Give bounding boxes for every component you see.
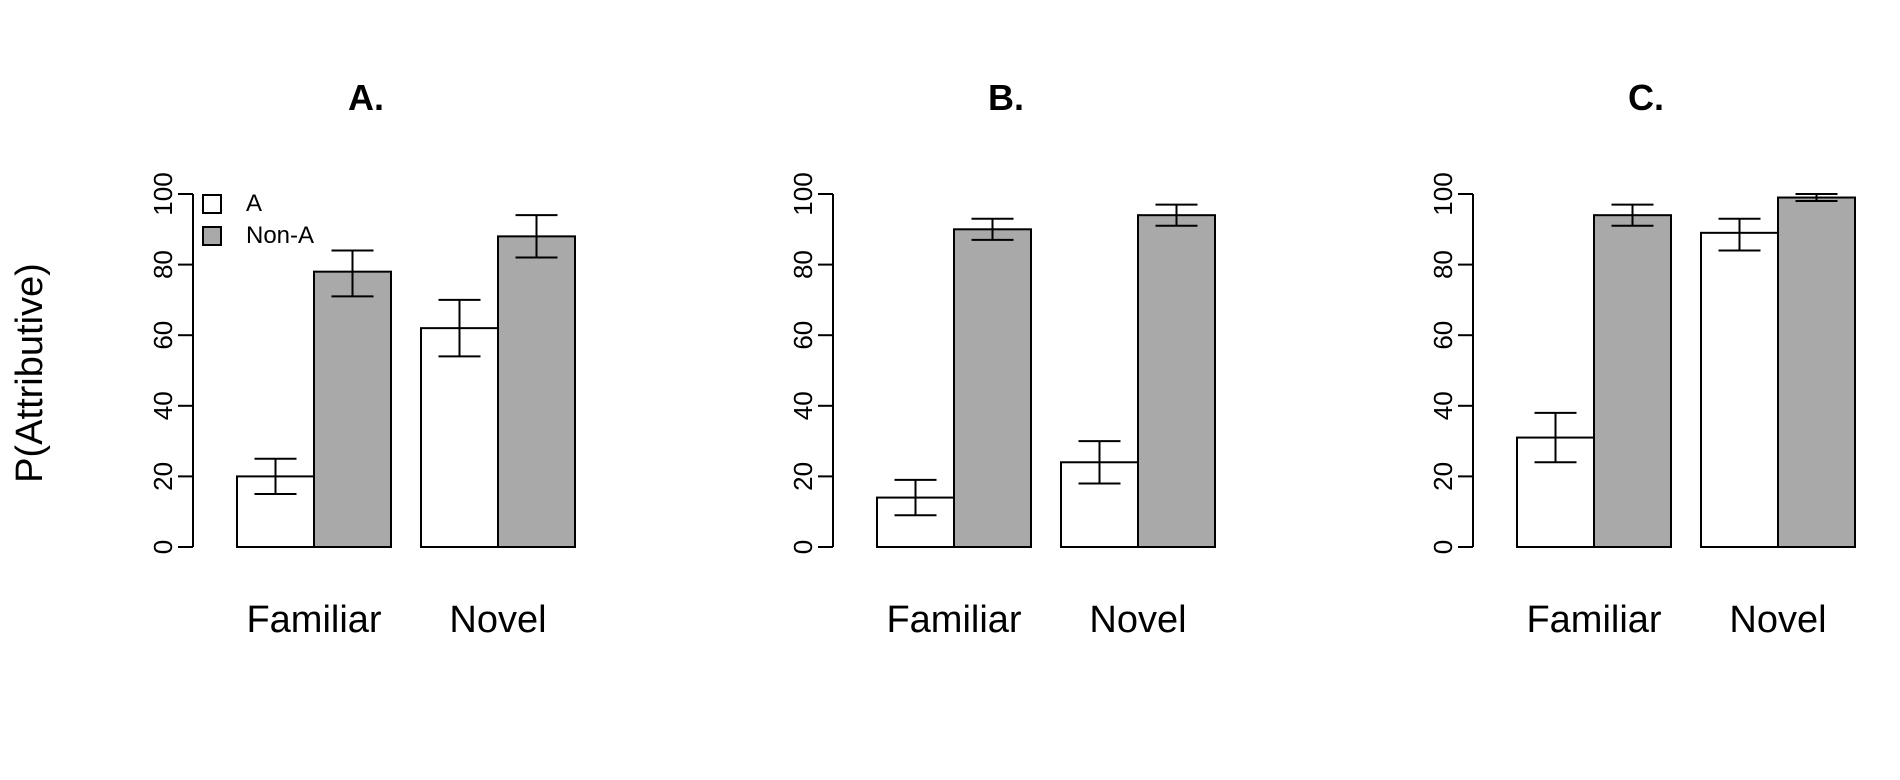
legend-label: Non-A [246, 222, 314, 249]
y-tick-label: 0 [788, 540, 818, 554]
y-tick-label: 60 [1428, 321, 1458, 350]
bar-a [1700, 231, 1779, 549]
panel-title: C. [1628, 77, 1664, 118]
y-tick-label: 20 [148, 462, 178, 491]
y-tick-label: 0 [1428, 540, 1458, 554]
y-tick-label: 80 [1428, 250, 1458, 279]
y-tick-label: 40 [1428, 391, 1458, 420]
category-label: Novel [1089, 599, 1186, 641]
y-tick-label: 20 [788, 462, 818, 491]
panel-title: A. [348, 77, 384, 118]
y-tick-label: 100 [1428, 172, 1458, 215]
bar-non-a [497, 235, 576, 549]
y-axis-label: P(Attributive) [9, 263, 51, 483]
bar-non-a [1777, 196, 1856, 548]
legend-label: A [246, 190, 262, 217]
category-label: Novel [1729, 599, 1826, 641]
y-tick-label: 80 [788, 250, 818, 279]
category-label: Familiar [246, 599, 381, 641]
y-tick-label: 20 [1428, 462, 1458, 491]
bar-a [420, 327, 499, 549]
category-label: Familiar [886, 599, 1021, 641]
category-label: Familiar [1526, 599, 1661, 641]
bar-non-a [953, 228, 1032, 549]
category-label: Novel [449, 599, 546, 641]
y-tick-label: 80 [148, 250, 178, 279]
bar-non-a [1137, 214, 1216, 548]
y-tick-label: 60 [148, 321, 178, 350]
y-tick-label: 60 [788, 321, 818, 350]
panel-title: B. [988, 77, 1024, 118]
bar-non-a [1593, 214, 1672, 548]
y-tick-label: 40 [788, 391, 818, 420]
bar-non-a [313, 270, 392, 548]
y-tick-label: 0 [148, 540, 178, 554]
legend-swatch [202, 194, 222, 214]
y-tick-label: 100 [148, 172, 178, 215]
legend-swatch [202, 226, 222, 246]
y-tick-label: 40 [148, 391, 178, 420]
y-tick-label: 100 [788, 172, 818, 215]
